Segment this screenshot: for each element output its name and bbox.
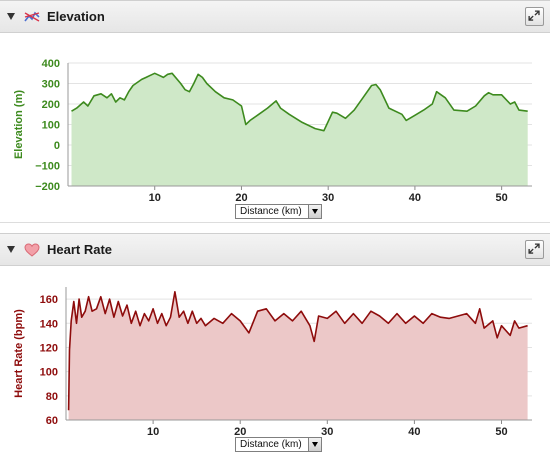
y-tick-label: 400 <box>42 58 60 70</box>
x-tick-label: 30 <box>322 192 334 204</box>
y-tick-label: −100 <box>35 161 60 173</box>
y-tick-label: 160 <box>40 294 58 306</box>
x-tick-label: 20 <box>235 192 247 204</box>
x-tick-label: 10 <box>149 192 161 204</box>
heart-rate-chart: 160 140 120 100 80 60 10 20 30 40 50 Heart Rate (bp… <box>13 287 532 438</box>
elevation-chart-area: 400 300 200 100 0 −100 −200 10 20 30 40 50 Elevation… <box>0 33 550 223</box>
x-tick-label: 40 <box>409 192 421 204</box>
x-tick-label: 50 <box>495 426 507 438</box>
y-tick-label: 300 <box>42 79 60 91</box>
elevation-panel-header: Elevation <box>0 0 550 33</box>
y-tick-label: −200 <box>35 181 60 193</box>
elevation-expand-button[interactable] <box>525 7 544 26</box>
y-tick-label: 0 <box>54 140 60 152</box>
x-tick-label: 50 <box>496 192 508 204</box>
y-tick-label: 80 <box>46 391 58 403</box>
series-area <box>71 73 528 186</box>
elevation-profile-icon <box>24 11 40 22</box>
heart-rate-panel-header: Heart Rate <box>0 233 550 266</box>
x-tick-label: 30 <box>321 426 333 438</box>
heart-rate-expand-button[interactable] <box>525 240 544 259</box>
dropdown-arrow-icon <box>308 438 321 451</box>
x-tick-label: 10 <box>147 426 159 438</box>
elevation-x-axis-select[interactable]: Distance (km) <box>235 204 322 219</box>
y-tick-label: 140 <box>40 318 58 330</box>
y-tick-label: 200 <box>42 99 60 111</box>
elevation-panel-title: Elevation <box>47 9 105 24</box>
heart-rate-panel-title: Heart Rate <box>47 242 113 257</box>
series-line <box>67 291 528 411</box>
series-line <box>71 72 528 132</box>
heart-rate-x-axis-select-value: Distance (km) <box>240 439 302 450</box>
y-axis-label: Elevation (m) <box>13 90 25 159</box>
series-area <box>68 291 528 420</box>
heart-rate-x-axis-select[interactable]: Distance (km) <box>235 437 322 452</box>
elevation-chart: 400 300 200 100 0 −100 −200 10 20 30 40 50 Elevation… <box>13 58 532 204</box>
collapse-arrow-icon[interactable] <box>7 246 15 253</box>
x-tick-label: 20 <box>234 426 246 438</box>
collapse-arrow-icon[interactable] <box>7 13 15 20</box>
heart-icon <box>24 243 40 257</box>
y-tick-label: 100 <box>40 367 58 379</box>
x-tick-label: 40 <box>408 426 420 438</box>
expand-icon <box>528 243 540 254</box>
y-tick-label: 60 <box>46 415 58 427</box>
expand-icon <box>528 10 540 21</box>
y-axis-label: Heart Rate (bpm) <box>13 309 25 398</box>
heart-rate-chart-area: 160 140 120 100 80 60 10 20 30 40 50 Heart Rate (bp… <box>0 266 550 462</box>
y-tick-label: 120 <box>40 342 58 354</box>
dropdown-arrow-icon <box>308 205 321 218</box>
elevation-x-axis-select-value: Distance (km) <box>240 206 302 217</box>
y-tick-label: 100 <box>42 120 60 132</box>
